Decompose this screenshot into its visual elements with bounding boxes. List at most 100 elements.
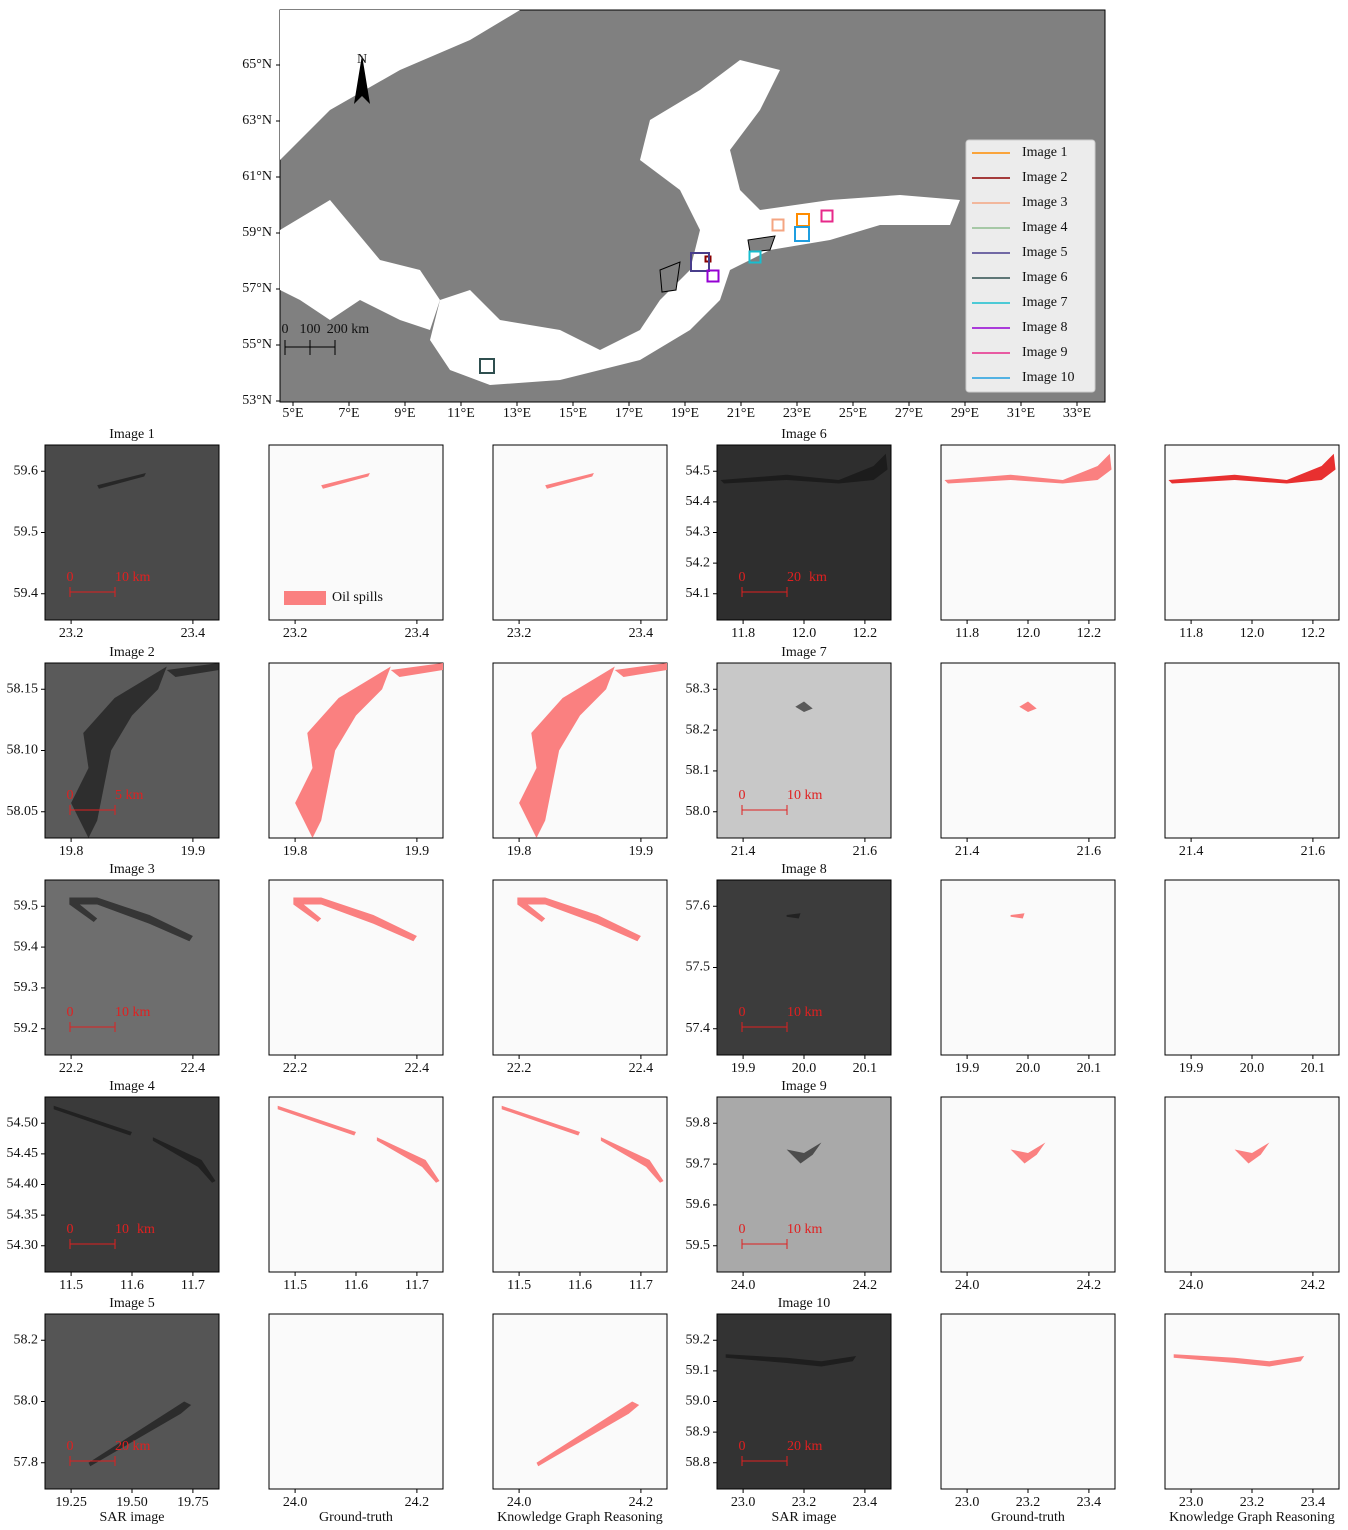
y-tick-label: 58.15	[7, 681, 39, 696]
x-tick-label: 19.8	[507, 844, 532, 859]
x-tick-label: 22.2	[59, 1061, 84, 1076]
scale-label: 0	[739, 1005, 746, 1020]
lat-label: 65°N	[242, 57, 272, 72]
x-tick-label: 24.0	[731, 1278, 756, 1293]
legend-label: Image 3	[1022, 195, 1067, 210]
sar-image	[45, 880, 219, 1055]
lon-label: 15°E	[559, 406, 587, 421]
legend-label: Image 1	[1022, 145, 1067, 160]
x-tick-label: 12.2	[853, 626, 878, 641]
x-tick-label: 23.4	[405, 626, 430, 641]
x-tick-label: 19.50	[116, 1495, 148, 1510]
y-tick-label: 54.2	[686, 555, 711, 570]
x-tick-label: 23.4	[1077, 1495, 1102, 1510]
x-tick-label: 19.25	[55, 1495, 87, 1510]
y-tick-label: 59.4	[14, 939, 39, 954]
mask-panel	[269, 1314, 443, 1489]
x-tick-label: 23.0	[955, 1495, 980, 1510]
x-tick-label: 23.0	[1179, 1495, 1204, 1510]
y-tick-label: 59.6	[14, 463, 39, 478]
lon-label: 27°E	[895, 406, 923, 421]
x-tick-label: 23.2	[283, 626, 308, 641]
scale-label: 20 km	[115, 1439, 151, 1454]
mask-panel	[1165, 663, 1339, 838]
x-tick-label: 23.2	[792, 1495, 817, 1510]
x-tick-label: 11.5	[507, 1278, 531, 1293]
y-tick-label: 58.0	[14, 1394, 39, 1409]
y-tick-label: 58.2	[686, 722, 711, 737]
x-tick-label: 11.7	[181, 1278, 205, 1293]
panel-title: Image 2	[109, 645, 154, 660]
x-tick-label: 20.1	[1301, 1061, 1326, 1076]
x-tick-label: 21.4	[955, 844, 980, 859]
scale-label: 0	[67, 1005, 74, 1020]
mask-panel	[941, 663, 1115, 838]
scale-label: 10 km	[115, 570, 151, 585]
scale-label: km	[809, 570, 827, 585]
mask-panel	[493, 1097, 667, 1272]
sar-image	[45, 445, 219, 620]
lon-label: 33°E	[1063, 406, 1091, 421]
north-label: N	[357, 52, 367, 67]
sar-image	[717, 1097, 891, 1272]
legend-label: Image 2	[1022, 170, 1067, 185]
column-label: Knowledge Graph Reasoning	[1169, 1510, 1335, 1525]
scale-label: 0	[67, 1439, 74, 1454]
x-tick-label: 11.8	[1179, 626, 1203, 641]
x-tick-label: 23.2	[507, 626, 532, 641]
y-tick-label: 57.4	[686, 1021, 711, 1036]
x-tick-label: 24.0	[283, 1495, 308, 1510]
lat-label: 53°N	[242, 393, 272, 408]
x-tick-label: 11.6	[344, 1278, 368, 1293]
x-tick-label: 23.4	[853, 1495, 878, 1510]
y-tick-label: 58.9	[686, 1424, 711, 1439]
x-tick-label: 22.4	[629, 1061, 654, 1076]
x-tick-label: 24.0	[1179, 1278, 1204, 1293]
legend-swatch	[284, 591, 326, 605]
y-tick-label: 58.1	[686, 763, 711, 778]
x-tick-label: 20.0	[1240, 1061, 1265, 1076]
panel-title: Image 10	[778, 1296, 830, 1311]
sar-image	[717, 1314, 891, 1489]
y-tick-label: 59.7	[686, 1156, 711, 1171]
lon-label: 21°E	[727, 406, 755, 421]
y-tick-label: 58.0	[686, 804, 711, 819]
scale-label: 100	[300, 322, 321, 337]
panel-title: Image 6	[781, 427, 826, 442]
x-tick-label: 22.2	[283, 1061, 308, 1076]
y-tick-label: 54.35	[7, 1207, 39, 1222]
mask-panel	[269, 1097, 443, 1272]
sar-image	[717, 663, 891, 838]
lat-label: 59°N	[242, 225, 272, 240]
y-tick-label: 59.8	[686, 1115, 711, 1130]
lat-label: 55°N	[242, 337, 272, 352]
x-tick-label: 12.0	[1016, 626, 1041, 641]
x-tick-label: 20.1	[853, 1061, 878, 1076]
lat-label: 61°N	[242, 169, 272, 184]
x-tick-label: 21.6	[1301, 844, 1326, 859]
x-tick-label: 19.9	[629, 844, 654, 859]
scale-label: km	[137, 1222, 155, 1237]
scale-label: 10 km	[787, 1222, 823, 1237]
lat-label: 57°N	[242, 281, 272, 296]
lon-label: 29°E	[951, 406, 979, 421]
y-tick-label: 59.6	[686, 1197, 711, 1212]
mask-panel	[941, 1097, 1115, 1272]
scale-label: 0	[67, 1222, 74, 1237]
figure: N65°N63°N61°N59°N57°N55°N53°N5°E7°E9°E11…	[0, 0, 1348, 1530]
legend-label: Image 8	[1022, 320, 1067, 335]
legend-label: Image 10	[1022, 370, 1074, 385]
x-tick-label: 20.0	[792, 1061, 817, 1076]
y-tick-label: 59.2	[14, 1021, 39, 1036]
y-tick-label: 54.50	[7, 1115, 39, 1130]
x-tick-label: 22.2	[507, 1061, 532, 1076]
x-tick-label: 11.7	[405, 1278, 429, 1293]
x-tick-label: 20.1	[1077, 1061, 1102, 1076]
x-tick-label: 23.4	[1301, 1495, 1326, 1510]
x-tick-label: 11.8	[731, 626, 755, 641]
mask-panel	[493, 880, 667, 1055]
x-tick-label: 19.9	[955, 1061, 980, 1076]
legend-label: Oil spills	[332, 590, 383, 605]
lon-label: 7°E	[338, 406, 359, 421]
y-tick-label: 57.5	[686, 960, 711, 975]
